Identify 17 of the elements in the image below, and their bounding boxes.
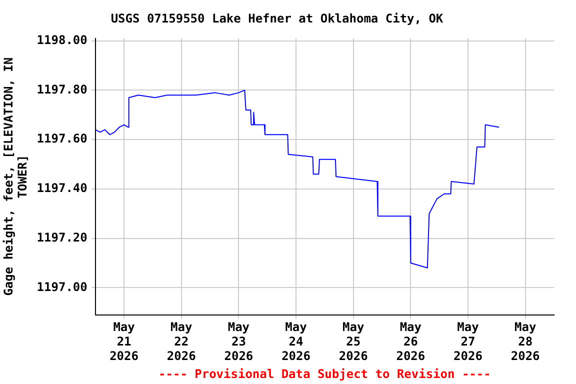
y-tick-label: 1197.40	[36, 181, 88, 196]
y-axis-title: Gage height, feet, [ELEVATION, IN TOWER]	[1, 57, 30, 296]
x-tick-label: May 23 2026	[224, 320, 254, 363]
y-tick-label: 1197.00	[36, 280, 88, 294]
x-tick-label: May 22 2026	[166, 320, 196, 363]
x-tick-label: May 25 2026	[338, 320, 368, 363]
chart-title: USGS 07159550 Lake Hefner at Oklahoma City, OK	[110, 11, 444, 26]
y-tick-label: 1197.80	[36, 82, 88, 96]
text: ---- Provisional Data Subject to Revision ----	[158, 367, 491, 382]
x-tick-label: May 27 2026	[454, 320, 482, 363]
x-tick-label: May 24 2026	[282, 320, 310, 363]
y-tick-label: 1197.60	[36, 132, 88, 146]
y-tick-label: 1197.20	[36, 230, 88, 244]
x-tick-label: May 28 2026	[510, 320, 540, 363]
x-tick-label: May 26 2026	[396, 320, 426, 363]
y-tick-label: 1198.00	[36, 32, 88, 47]
x-tick-label: May 21 2026	[110, 320, 138, 363]
